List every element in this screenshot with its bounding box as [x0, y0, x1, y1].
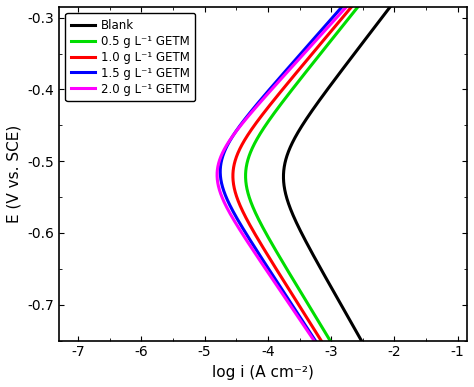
2.0 g L⁻¹ GETM: [271, 85, 276, 90]
0.5 g L⁻¹ GETM: [315, 318, 320, 322]
1.5 g L⁻¹ GETM: [224, 144, 229, 149]
1.0 g L⁻¹ GETM: [319, 338, 324, 343]
0.5 g L⁻¹ GETM: [318, 51, 324, 56]
Y-axis label: E (V vs. SCE): E (V vs. SCE): [7, 125, 22, 223]
Blank: [387, 5, 393, 9]
0.5 g L⁻¹ GETM: [250, 144, 256, 149]
0.5 g L⁻¹ GETM: [355, 5, 361, 9]
Blank: [298, 126, 303, 130]
1.0 g L⁻¹ GETM: [250, 126, 255, 130]
Line: 1.5 g L⁻¹ GETM: 1.5 g L⁻¹ GETM: [220, 7, 342, 341]
2.0 g L⁻¹ GETM: [344, 5, 349, 9]
1.5 g L⁻¹ GETM: [228, 136, 234, 140]
Blank: [347, 318, 353, 322]
1.0 g L⁻¹ GETM: [305, 318, 311, 322]
Blank: [288, 144, 293, 149]
0.5 g L⁻¹ GETM: [291, 85, 297, 90]
1.0 g L⁻¹ GETM: [348, 5, 354, 9]
0.5 g L⁻¹ GETM: [261, 126, 266, 130]
Line: Blank: Blank: [283, 7, 390, 341]
Blank: [292, 136, 298, 140]
1.5 g L⁻¹ GETM: [339, 5, 345, 9]
Blank: [352, 51, 357, 56]
1.0 g L⁻¹ GETM: [238, 144, 244, 149]
1.0 g L⁻¹ GETM: [310, 51, 315, 56]
1.5 g L⁻¹ GETM: [298, 51, 304, 56]
0.5 g L⁻¹ GETM: [327, 338, 333, 343]
Line: 1.0 g L⁻¹ GETM: 1.0 g L⁻¹ GETM: [233, 7, 351, 341]
Line: 2.0 g L⁻¹ GETM: 2.0 g L⁻¹ GETM: [217, 7, 346, 341]
1.5 g L⁻¹ GETM: [312, 338, 318, 343]
2.0 g L⁻¹ GETM: [228, 136, 234, 140]
Blank: [326, 85, 332, 90]
Line: 0.5 g L⁻¹ GETM: 0.5 g L⁻¹ GETM: [246, 7, 358, 341]
1.0 g L⁻¹ GETM: [243, 136, 249, 140]
2.0 g L⁻¹ GETM: [297, 318, 303, 322]
2.0 g L⁻¹ GETM: [223, 144, 228, 149]
Blank: [358, 338, 364, 343]
X-axis label: log i (A cm⁻²): log i (A cm⁻²): [212, 365, 314, 380]
0.5 g L⁻¹ GETM: [255, 136, 260, 140]
2.0 g L⁻¹ GETM: [311, 338, 317, 343]
2.0 g L⁻¹ GETM: [301, 51, 307, 56]
1.5 g L⁻¹ GETM: [236, 126, 241, 130]
1.0 g L⁻¹ GETM: [281, 85, 287, 90]
2.0 g L⁻¹ GETM: [236, 126, 241, 130]
1.5 g L⁻¹ GETM: [299, 318, 305, 322]
1.5 g L⁻¹ GETM: [268, 85, 274, 90]
Legend: Blank, 0.5 g L⁻¹ GETM, 1.0 g L⁻¹ GETM, 1.5 g L⁻¹ GETM, 2.0 g L⁻¹ GETM: Blank, 0.5 g L⁻¹ GETM, 1.0 g L⁻¹ GETM, 1…: [65, 13, 195, 101]
